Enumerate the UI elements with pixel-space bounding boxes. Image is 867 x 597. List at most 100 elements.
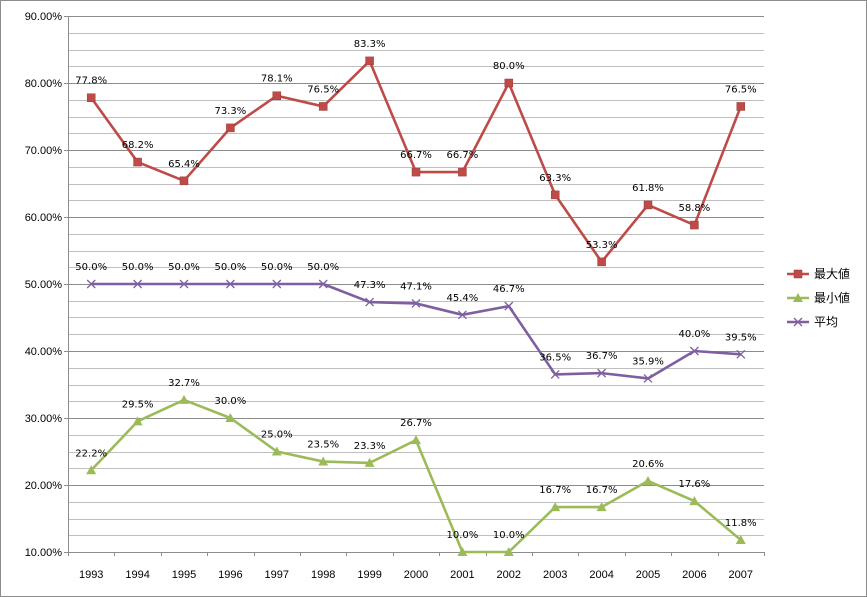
x-tick-label: 1998 xyxy=(311,569,335,581)
data-label-min: 26.7% xyxy=(400,418,432,429)
data-label-max: 77.8% xyxy=(75,76,107,87)
data-point-min xyxy=(179,394,189,404)
data-label-max: 66.7% xyxy=(400,150,432,161)
legend-marker-avg xyxy=(793,317,803,327)
x-tick-label: 1994 xyxy=(125,569,149,581)
legend-label-min: 最小値 xyxy=(814,290,850,305)
data-label-min: 10.0% xyxy=(447,530,479,541)
data-label-avg: 40.0% xyxy=(679,329,711,340)
y-tick-label: 70.00% xyxy=(25,145,63,157)
x-tick-label: 2006 xyxy=(682,569,706,581)
data-label-max: 61.8% xyxy=(632,183,664,194)
data-label-min: 30.0% xyxy=(215,396,247,407)
data-label-max: 68.2% xyxy=(122,140,154,151)
data-point-max xyxy=(643,200,653,210)
data-label-min: 29.5% xyxy=(122,399,154,410)
series-max xyxy=(86,56,746,267)
data-point-min xyxy=(411,435,421,445)
axes: 10.00% 20.00% 30.00% 40.00% 50.00% 60.00% 70.0… xyxy=(25,11,765,581)
data-label-max: 83.3% xyxy=(354,39,386,50)
y-tick-label: 20.00% xyxy=(25,480,63,492)
data-label-max: 76.5% xyxy=(307,84,339,95)
data-label-avg: 46.7% xyxy=(493,284,525,295)
x-tick-label: 1997 xyxy=(265,569,289,581)
legend-marker-max xyxy=(793,269,803,279)
data-label-min: 22.2% xyxy=(75,448,107,459)
data-label-avg: 36.7% xyxy=(586,351,618,362)
data-point-avg xyxy=(689,346,699,356)
data-label-min: 23.3% xyxy=(354,441,386,452)
data-point-max xyxy=(272,91,282,100)
data-label-min: 20.6% xyxy=(632,459,664,470)
data-label-min: 16.7% xyxy=(586,485,618,496)
x-tick-label: 1993 xyxy=(79,569,103,581)
data-label-min: 10.0% xyxy=(493,530,525,541)
data-point-avg xyxy=(318,279,328,289)
data-point-avg xyxy=(411,298,421,308)
data-point-max xyxy=(86,93,96,102)
series-avg xyxy=(86,279,746,383)
x-tick-label: 2001 xyxy=(450,569,474,581)
data-point-min xyxy=(225,413,236,422)
x-tick-label: 1996 xyxy=(218,569,242,581)
x-tick-label: 2005 xyxy=(636,569,660,581)
x-tick-label: 2004 xyxy=(589,569,613,581)
legend-item-min: 最小値 xyxy=(787,290,850,305)
data-point-avg xyxy=(457,310,467,320)
data-point-avg xyxy=(550,369,560,379)
data-label-min: 25.0% xyxy=(261,430,293,441)
data-point-avg xyxy=(179,279,189,289)
gridlines xyxy=(68,16,764,553)
data-label-avg: 50.0% xyxy=(75,262,107,273)
data-label-min: 17.6% xyxy=(679,479,711,490)
data-label-max: 58.8% xyxy=(679,203,711,214)
data-point-avg xyxy=(504,301,514,311)
data-point-max xyxy=(365,56,374,66)
data-point-min xyxy=(596,502,607,512)
legend-item-avg: 平均 xyxy=(787,315,838,329)
legend-marker-min xyxy=(793,293,803,302)
data-point-max xyxy=(318,102,328,111)
data-point-min xyxy=(503,547,514,556)
x-tick-label: 1995 xyxy=(172,569,196,581)
series-group xyxy=(86,56,746,556)
data-label-avg: 36.5% xyxy=(539,352,571,363)
y-tick-label: 80.00% xyxy=(25,78,63,90)
data-point-avg xyxy=(597,368,607,378)
data-label-max: 66.7% xyxy=(447,150,479,161)
data-point-avg xyxy=(643,374,653,383)
data-label-avg: 35.9% xyxy=(632,356,664,367)
legend-item-max: 最大値 xyxy=(787,266,850,281)
data-label-avg: 39.5% xyxy=(725,332,757,343)
data-label-max: 53.3% xyxy=(586,240,618,251)
data-point-min xyxy=(689,496,700,506)
data-point-max xyxy=(690,220,699,230)
data-label-min: 23.5% xyxy=(307,440,339,451)
data-label-max: 76.5% xyxy=(725,84,757,95)
data-label-min: 32.7% xyxy=(168,378,200,389)
data-point-min xyxy=(271,446,282,456)
y-tick-label: 40.00% xyxy=(25,346,63,358)
data-label-avg: 50.0% xyxy=(122,262,154,273)
data-label-min: 16.7% xyxy=(539,485,571,496)
data-point-min xyxy=(364,457,375,467)
data-label-avg: 45.4% xyxy=(447,293,479,304)
series-min xyxy=(86,394,746,556)
data-point-avg xyxy=(225,279,235,289)
data-point-avg xyxy=(365,297,375,307)
data-point-max xyxy=(226,123,235,133)
data-point-avg xyxy=(86,279,96,289)
x-tick-label: 2000 xyxy=(404,569,428,581)
data-point-min xyxy=(643,475,653,485)
data-point-max xyxy=(179,176,189,186)
data-point-min xyxy=(550,502,561,512)
data-label-max: 65.4% xyxy=(168,159,200,170)
y-tick-label: 10.00% xyxy=(25,547,63,559)
data-point-min xyxy=(86,465,97,475)
data-label-avg: 50.0% xyxy=(168,262,200,273)
data-point-min xyxy=(735,534,746,544)
data-point-max xyxy=(411,167,421,177)
data-label-avg: 50.0% xyxy=(261,262,293,273)
